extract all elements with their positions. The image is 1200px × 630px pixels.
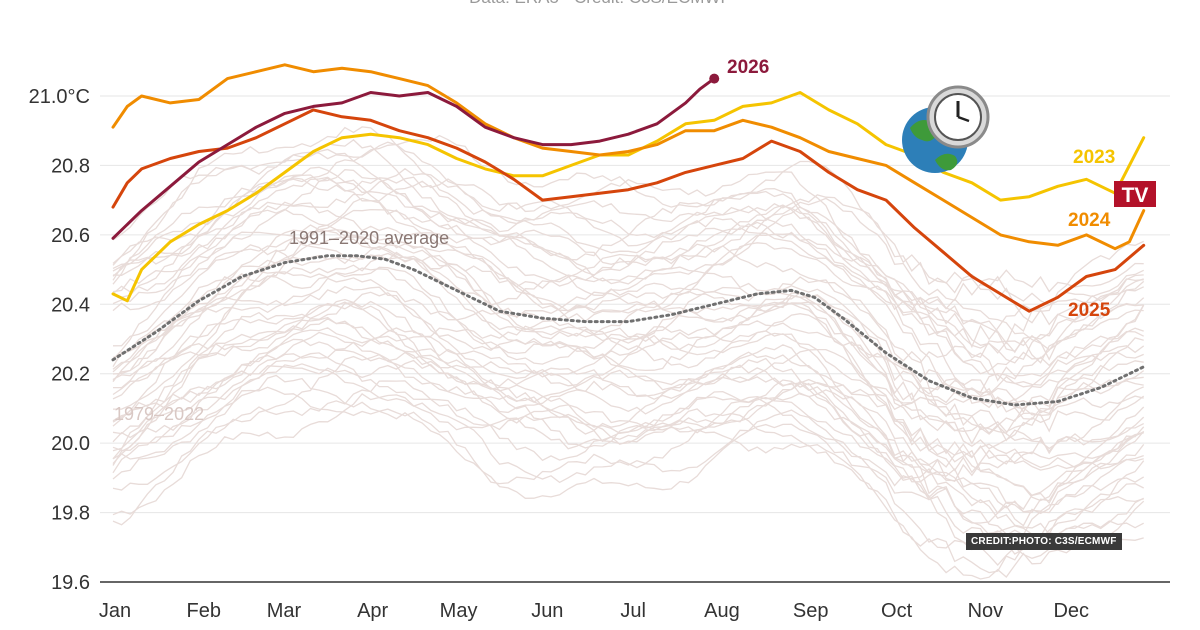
historical-year-line (112, 148, 1144, 326)
series-line-2026 (111, 77, 716, 240)
x-tick-label: Dec (1053, 600, 1089, 622)
x-tick-label: Oct (881, 600, 913, 622)
historical-year-line (112, 285, 1145, 450)
series-line-2025 (111, 108, 1146, 313)
series-lines (111, 63, 1146, 407)
historical-year-line (112, 353, 1145, 551)
y-tick-label: 20.4 (51, 294, 90, 316)
average-label: 1991–2020 average (289, 228, 449, 248)
globe-clock-logo-icon (902, 85, 990, 173)
series-line-1991-2020-average (111, 254, 1146, 407)
historical-year-line (112, 327, 1145, 524)
y-tick-label: 19.6 (51, 572, 90, 594)
tv-badge-text: TV (1122, 184, 1149, 207)
historical-year-line (112, 393, 1145, 580)
historical-year-line (112, 201, 1144, 382)
historical-year-line (112, 231, 1144, 401)
historical-year-line (112, 226, 1145, 409)
y-tick-label: 21.0°C (29, 86, 90, 108)
x-tick-label: Mar (267, 600, 302, 622)
series-label-2024: 2024 (1068, 210, 1111, 231)
series-line-2024 (111, 63, 1146, 251)
historical-year-line (113, 256, 1144, 450)
historical-year-line (112, 313, 1145, 505)
y-tick-label: 19.8 (51, 503, 90, 525)
historical-year-line (112, 267, 1145, 433)
series-line-2023 (111, 91, 1146, 303)
historical-year-line (112, 176, 1145, 375)
y-tick-label: 20.8 (51, 155, 90, 177)
historical-year-line (112, 166, 1144, 351)
x-tick-label: May (440, 600, 478, 622)
historical-year-line (112, 139, 1144, 306)
historical-year-line (112, 374, 1145, 555)
series-end-point-2026 (709, 73, 720, 84)
historical-year-line (112, 143, 1144, 349)
x-axis: Jan Feb Mar Apr May Jun Jul Aug Sep Oct Nov Dec (99, 600, 1089, 622)
photo-credit: CREDIT:PHOTO: C3S/ECMWF (966, 533, 1122, 550)
x-tick-label: Jul (620, 600, 646, 622)
historical-year-line (112, 224, 1145, 414)
historical-year-line (112, 134, 1144, 345)
historical-year-line (112, 301, 1144, 469)
chart-subtitle: Data: ERA5 · Credit: C3S/ECMWF (0, 0, 1200, 8)
tv-badge: TV (1114, 181, 1156, 207)
historical-lines (112, 126, 1145, 580)
historical-year-line (112, 291, 1145, 474)
historical-year-line (112, 363, 1144, 543)
y-axis: 21.0°C 20.8 20.6 20.4 20.2 20.0 19.8 19.6 (29, 86, 90, 594)
y-tick-label: 20.6 (51, 225, 90, 247)
historical-year-line (112, 169, 1145, 364)
historical-year-line (112, 277, 1144, 455)
historical-range-label: 1979–2022 (114, 404, 204, 424)
historical-year-line (112, 174, 1144, 364)
historical-year-line (112, 266, 1144, 434)
historical-year-line (112, 338, 1144, 527)
series-label-2026: 2026 (727, 57, 769, 78)
historical-year-line (112, 327, 1144, 514)
historical-year-line (112, 167, 1144, 354)
series-label-2023: 2023 (1073, 147, 1115, 168)
historical-year-line (112, 357, 1145, 537)
y-tick-label: 20.2 (51, 364, 90, 386)
series-label-2025: 2025 (1068, 300, 1111, 321)
series-labels: 2023 2024 2025 2026 (727, 57, 1115, 321)
x-tick-label: Sep (793, 600, 829, 622)
x-tick-label: Feb (187, 600, 221, 622)
x-tick-label: Jan (99, 600, 131, 622)
x-tick-label: Aug (704, 600, 740, 622)
x-tick-label: Jun (531, 600, 563, 622)
historical-year-line (112, 193, 1145, 394)
y-tick-label: 20.0 (51, 433, 90, 455)
historical-year-line (112, 171, 1144, 364)
x-tick-label: Nov (968, 600, 1004, 622)
historical-year-line (112, 208, 1145, 404)
x-tick-label: Apr (357, 600, 388, 622)
